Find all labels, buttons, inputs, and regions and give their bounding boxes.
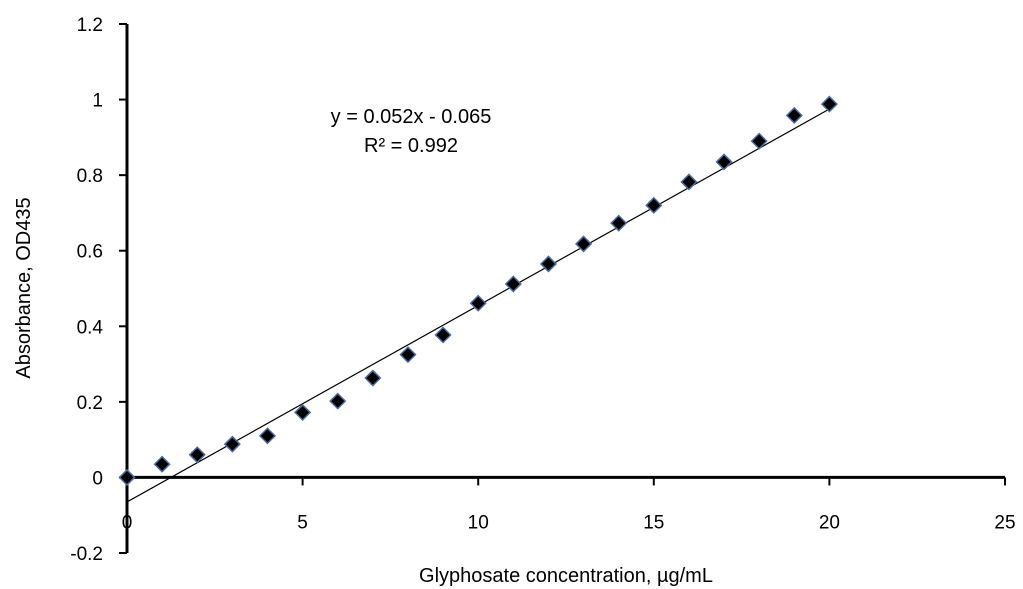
data-point: [258, 427, 277, 445]
x-tick-label: 10: [468, 512, 489, 533]
data-point: [715, 153, 733, 171]
data-point: [294, 403, 312, 421]
x-tick-label: 0: [122, 512, 133, 533]
x-tick-label: 20: [819, 512, 840, 533]
y-tick-label: 1.2: [77, 15, 103, 36]
data-point: [188, 446, 206, 464]
data-point: [223, 435, 241, 453]
data-point: [539, 255, 558, 273]
axes: [125, 24, 1005, 553]
trendline-equation: y = 0.052x - 0.065: [331, 106, 492, 128]
y-ticks: -0.2 0 0.2 0.4 0.6 0.8 1 1.2: [70, 15, 127, 565]
y-tick-label: 1: [92, 91, 103, 112]
data-point: [329, 392, 347, 410]
x-axis-title: Glyphosate concentration, µg/mL: [419, 565, 713, 587]
data-point: [785, 106, 803, 125]
data-point: [469, 294, 487, 312]
y-axis-title: Absorbance, OD435: [13, 197, 35, 378]
data-point: [434, 326, 452, 344]
data-point: [504, 275, 522, 293]
data-point: [680, 173, 698, 191]
y-tick-label: 0.8: [77, 166, 103, 187]
x-tick-label: 15: [643, 512, 664, 533]
y-tick-label: -0.2: [70, 544, 103, 565]
y-tick-label: 0: [92, 468, 103, 489]
data-point: [610, 214, 628, 232]
y-tick-label: 0.2: [77, 393, 103, 414]
y-tick-label: 0.6: [77, 242, 103, 263]
x-tick-label: 25: [994, 512, 1015, 533]
data-point: [399, 346, 417, 364]
data-point: [820, 95, 838, 113]
data-point: [750, 132, 768, 150]
data-point: [364, 369, 382, 387]
data-point: [118, 468, 136, 486]
data-point: [574, 235, 593, 253]
x-ticks: 0 5 10 15 20 25: [122, 477, 1016, 533]
data-point: [153, 455, 171, 473]
data-points: [118, 95, 838, 486]
x-tick-label: 5: [297, 512, 308, 533]
trendline-r-squared: R² = 0.992: [364, 135, 458, 157]
y-tick-label: 0.4: [77, 317, 104, 338]
data-point: [645, 196, 663, 214]
